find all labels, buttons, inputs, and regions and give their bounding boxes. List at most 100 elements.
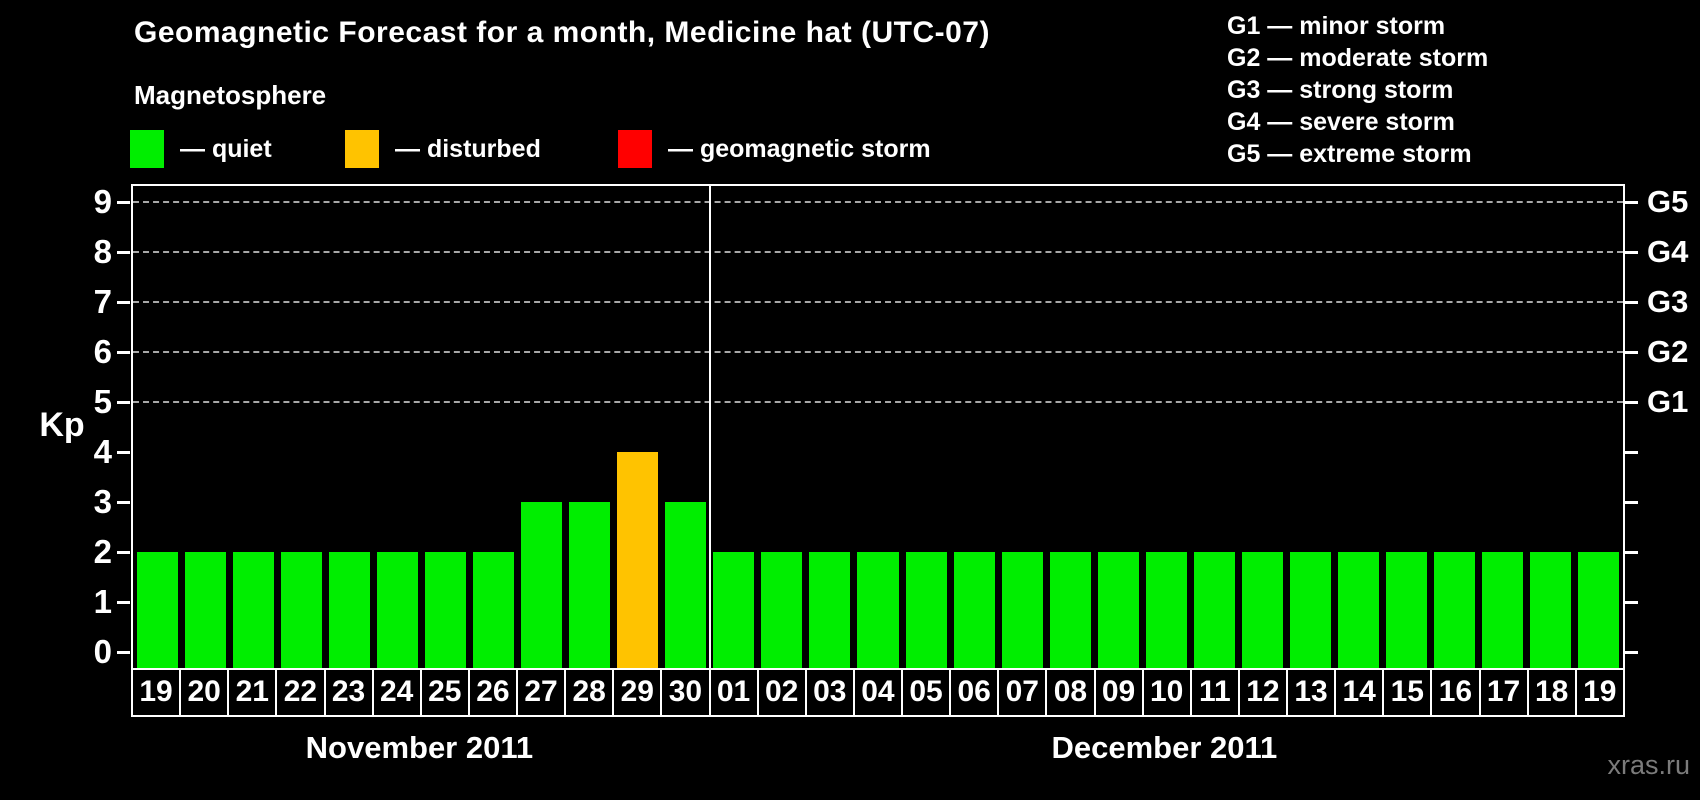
- day-label-cell: 18: [1529, 670, 1577, 715]
- kp-bar-04: [857, 552, 899, 668]
- month-label-november: November 2011: [305, 730, 534, 765]
- y-axis-tick-right: [1625, 351, 1638, 354]
- storm-scale-item: G4 — severe storm: [1227, 108, 1455, 136]
- kp-bar-19: [1578, 552, 1620, 668]
- storm-scale-item: G3 — strong storm: [1227, 76, 1454, 104]
- gridline-kp-7: [133, 301, 1623, 303]
- y-axis-tick-label: 7: [93, 283, 112, 320]
- y-axis-tick-label: 3: [93, 483, 112, 520]
- day-label-cell: 12: [1240, 670, 1288, 715]
- watermark: xras.ru: [1607, 750, 1690, 780]
- day-label-cell: 06: [951, 670, 1000, 715]
- y-axis-tick-right: [1625, 401, 1638, 404]
- day-label-cell: 26: [470, 670, 518, 715]
- storm-swatch: [618, 130, 652, 168]
- y-axis-tick-label: 5: [93, 383, 112, 420]
- legend-item-label: — disturbed: [395, 134, 541, 163]
- kp-bar-25: [424, 552, 466, 668]
- day-label-cell: 19: [1583, 675, 1617, 708]
- gridline-kp-5: [133, 401, 1623, 403]
- legend-item-label: — geomagnetic storm: [668, 134, 931, 163]
- gridline-kp-6: [133, 351, 1623, 353]
- kp-bar-05: [905, 552, 947, 668]
- magnetosphere-label: Magnetosphere: [134, 80, 327, 110]
- day-label-cell: 16: [1432, 670, 1481, 715]
- plot-area: [131, 184, 1625, 668]
- y-axis-tick-left: [117, 201, 130, 204]
- g-scale-label-G5: G5: [1647, 184, 1689, 219]
- day-label-cell: 05: [903, 670, 952, 715]
- day-label-cell: 30: [662, 670, 711, 715]
- kp-bar-13: [1290, 552, 1332, 668]
- day-label-cell: 14: [1336, 670, 1385, 715]
- day-label-cell: 29: [614, 670, 663, 715]
- day-axis-row: 19 20 21 22 23 24 25 26 27 28 29 30 01 02 03 04 05 06 07 08…: [131, 668, 1625, 717]
- kp-bar-29: [617, 452, 659, 668]
- day-label-cell: 28: [566, 670, 615, 715]
- day-label-cell: 24: [374, 670, 422, 715]
- kp-bar-02: [761, 552, 803, 668]
- day-label-cell: 04: [855, 670, 903, 715]
- kp-bar-08: [1049, 552, 1091, 668]
- storm-scale-item: G5 — extreme storm: [1227, 140, 1472, 168]
- kp-bar-17: [1482, 552, 1524, 668]
- y-axis-tick-left: [117, 451, 130, 454]
- day-label-cell: 27: [518, 670, 567, 715]
- y-axis-tick-label: 1: [93, 583, 112, 620]
- kp-bar-14: [1338, 552, 1380, 668]
- y-axis-tick-left: [117, 301, 130, 304]
- day-label-cell: 11: [1192, 670, 1240, 715]
- kp-bar-11: [1193, 552, 1235, 668]
- day-label-cell: 03: [807, 670, 855, 715]
- kp-bar-22: [280, 552, 322, 668]
- y-axis-tick-right: [1625, 201, 1638, 204]
- kp-bar-15: [1386, 552, 1428, 668]
- kp-bar-23: [328, 552, 370, 668]
- y-axis-tick-label: 4: [93, 433, 112, 470]
- y-axis-tick-label: 9: [93, 183, 112, 220]
- y-axis-tick-right: [1625, 451, 1638, 454]
- kp-bar-26: [472, 552, 514, 668]
- storm-scale-item: G2 — moderate storm: [1227, 44, 1489, 72]
- kp-bar-21: [232, 552, 274, 668]
- legend-item-quiet: — quiet: [130, 128, 272, 170]
- day-label-cell: 19: [133, 670, 182, 715]
- month-separator-line: [708, 186, 711, 668]
- y-axis-tick-right: [1625, 251, 1638, 254]
- kp-bar-06: [953, 552, 995, 668]
- day-label-cell: 23: [326, 670, 374, 715]
- day-label-cell: 02: [759, 670, 807, 715]
- storm-scale-item: G1 — minor storm: [1227, 12, 1446, 40]
- kp-bar-10: [1145, 552, 1187, 668]
- y-axis-tick-right: [1625, 501, 1638, 504]
- storm-scale-legend: G1 — minor storm G2 — moderate storm G3 — …: [1227, 10, 1488, 170]
- kp-bar-18: [1530, 552, 1572, 668]
- legend-item-label: — quiet: [180, 134, 272, 163]
- kp-bar-27: [521, 502, 563, 668]
- kp-bar-12: [1241, 552, 1284, 668]
- legend-item-disturbed: — disturbed: [345, 128, 541, 170]
- disturbed-swatch: [345, 130, 379, 168]
- day-label-cell: 17: [1481, 670, 1529, 715]
- y-axis-tick-left: [117, 601, 130, 604]
- day-label-cell: 22: [277, 670, 326, 715]
- y-axis-tick-label: 8: [93, 233, 112, 270]
- gridline-kp-8: [133, 251, 1623, 253]
- y-axis-tick-left: [117, 551, 130, 554]
- day-label-cell: 15: [1384, 670, 1433, 715]
- quiet-swatch: [130, 130, 164, 168]
- kp-bar-01: [713, 552, 755, 668]
- day-label-cell: 09: [1096, 670, 1144, 715]
- gridline-kp-9: [133, 201, 1623, 203]
- y-axis-tick-right: [1625, 601, 1638, 604]
- kp-bar-19: [136, 552, 178, 668]
- y-axis-tick-label: 0: [93, 633, 112, 670]
- y-axis-tick-left: [117, 651, 130, 654]
- kp-bar-24: [376, 552, 418, 668]
- month-label-december: December 2011: [1051, 730, 1278, 765]
- y-axis-tick-left: [117, 251, 130, 254]
- kp-bar-09: [1097, 552, 1139, 668]
- day-label-cell: 07: [999, 670, 1048, 715]
- y-axis-tick-label: 6: [93, 333, 112, 370]
